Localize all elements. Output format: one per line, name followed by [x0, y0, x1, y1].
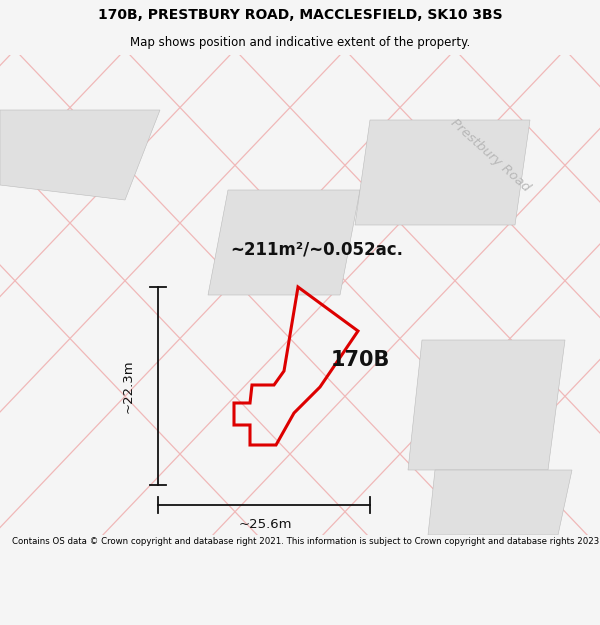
Polygon shape — [428, 470, 572, 535]
Text: 170B: 170B — [331, 350, 389, 370]
Polygon shape — [355, 120, 530, 225]
Polygon shape — [0, 110, 160, 200]
Text: ~22.3m: ~22.3m — [121, 359, 134, 413]
Polygon shape — [208, 190, 360, 295]
Text: ~211m²/~0.052ac.: ~211m²/~0.052ac. — [230, 241, 403, 259]
Text: ~25.6m: ~25.6m — [238, 519, 292, 531]
Text: 170B, PRESTBURY ROAD, MACCLESFIELD, SK10 3BS: 170B, PRESTBURY ROAD, MACCLESFIELD, SK10… — [98, 8, 502, 22]
Text: Map shows position and indicative extent of the property.: Map shows position and indicative extent… — [130, 36, 470, 49]
Polygon shape — [408, 340, 565, 470]
Text: Prestbury Road: Prestbury Road — [448, 116, 532, 194]
Text: Contains OS data © Crown copyright and database right 2021. This information is : Contains OS data © Crown copyright and d… — [12, 537, 600, 546]
